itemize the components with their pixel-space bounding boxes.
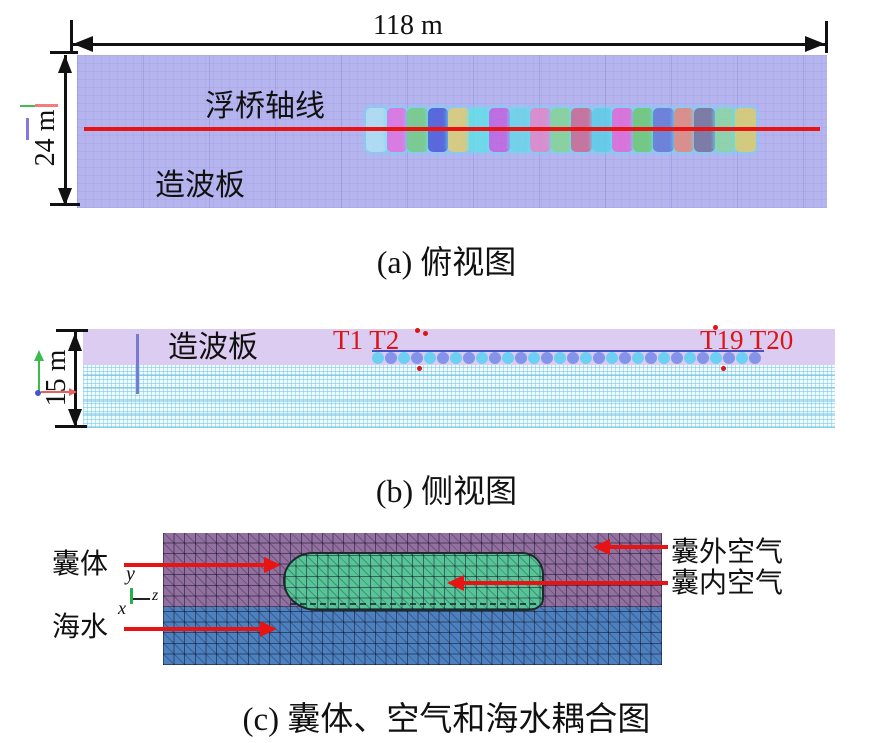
triad-b-y-axis-icon: [38, 360, 40, 393]
seawater-mesh: [163, 607, 662, 665]
pontoon-float: [385, 352, 397, 364]
depth-dimension-line: [74, 331, 77, 427]
triad-a-red-axis-icon: [35, 104, 58, 107]
arrowhead-up-icon: [68, 333, 82, 351]
pontoon-float: [450, 352, 462, 364]
pontoon-float: [684, 352, 696, 364]
axis-x-label: x: [118, 598, 126, 618]
pontoon-float: [515, 352, 527, 364]
width-dimension-label: 118 m: [373, 10, 443, 41]
air-bag-mesh: [283, 552, 544, 611]
pontoon-float: [606, 352, 618, 364]
pontoon-float: [463, 352, 475, 364]
probe-marker: [423, 331, 428, 336]
width-dimension-tick-left: [70, 20, 73, 53]
arrowhead-down-icon: [68, 409, 82, 427]
pontoon-float: [736, 352, 748, 364]
pontoon-float: [424, 352, 436, 364]
probe-marker: [415, 328, 420, 333]
outer-air-arrow-line: [610, 545, 668, 549]
arrowhead-right-icon: [805, 36, 825, 52]
triad-b-x-axis-icon: [41, 391, 69, 393]
triad-b-origin-icon: [35, 390, 41, 396]
pontoon-float: [541, 352, 553, 364]
bridge-axis-label: 浮桥轴线: [205, 90, 325, 123]
axis-z-label: z: [152, 587, 159, 604]
axis-y-label: y: [126, 563, 135, 585]
bag-label: 囊体: [52, 549, 109, 580]
pontoon-float: [697, 352, 709, 364]
triad-a-blue-axis-icon: [26, 118, 29, 140]
pontoon-float: [723, 352, 735, 364]
pontoon-float: [489, 352, 501, 364]
pontoon-deck-line: [372, 350, 764, 352]
probe-label-left: T1 T2: [333, 325, 400, 355]
pontoon-float: [476, 352, 488, 364]
pontoon-float: [580, 352, 592, 364]
bag-arrow-line: [124, 563, 268, 567]
pontoon-float: [502, 352, 514, 364]
pontoon-float: [528, 352, 540, 364]
probe-marker: [713, 325, 718, 330]
probe-marker: [417, 366, 422, 371]
pontoon-float: [372, 352, 384, 364]
caption-a: (a) 俯视图: [376, 244, 517, 280]
probe-label-right: T19 T20: [700, 325, 794, 355]
height-dimension-label: 24 m: [30, 109, 61, 167]
waveboard-label-top-view: 造波板: [155, 169, 245, 202]
arrowhead-left-icon: [73, 36, 93, 52]
pontoon-float: [645, 352, 657, 364]
inner-air-label: 囊内空气: [671, 568, 784, 599]
seawater-arrow-line: [124, 627, 264, 631]
triad-a-green-axis-icon: [20, 105, 35, 107]
triad-b-y-arrowhead-icon: [34, 350, 44, 361]
pontoon-float: [710, 352, 722, 364]
waveboard-label-side-view: 造波板: [168, 331, 258, 364]
inner-air-arrow-line: [464, 581, 668, 585]
pontoon-float-row: [372, 352, 761, 364]
pontoon-float: [437, 352, 449, 364]
pontoon-float: [593, 352, 605, 364]
triad-b-x-arrowhead-icon: [69, 388, 77, 396]
pontoon-float: [671, 352, 683, 364]
outer-air-arrowhead-icon: [593, 539, 610, 555]
outer-air-label: 囊外空气: [671, 537, 784, 568]
pontoon-float: [658, 352, 670, 364]
axis-y-line-icon: [130, 588, 133, 604]
seawater-label: 海水: [52, 612, 109, 643]
wave-plate: [136, 334, 139, 394]
width-dimension-tick-right: [825, 21, 828, 53]
depth-dimension-tick-top: [56, 329, 88, 332]
pontoon-float: [632, 352, 644, 364]
pontoon-float: [619, 352, 631, 364]
caption-b: (b) 侧视图: [375, 473, 518, 509]
caption-c: (c) 囊体、空气和海水耦合图: [242, 702, 651, 738]
pontoon-float: [749, 352, 761, 364]
axis-z-line-icon: [133, 598, 150, 600]
pontoon-float: [554, 352, 566, 364]
arrowhead-down-icon: [58, 188, 72, 206]
width-dimension-line: [72, 43, 827, 46]
height-dimension-line: [64, 55, 67, 206]
pontoon-float: [567, 352, 579, 364]
pontoon-float: [411, 352, 423, 364]
bridge-axis-line: [84, 127, 820, 131]
bag-waterline-dashed: [290, 603, 536, 605]
arrowhead-up-icon: [58, 55, 72, 73]
seawater-arrowhead-icon: [260, 621, 277, 637]
height-dimension-tick-top: [50, 51, 78, 54]
probe-marker: [721, 366, 726, 371]
bag-arrowhead-icon: [264, 557, 281, 573]
pontoon-float: [398, 352, 410, 364]
side-view-water-region: [83, 365, 835, 428]
inner-air-arrowhead-icon: [447, 575, 464, 591]
